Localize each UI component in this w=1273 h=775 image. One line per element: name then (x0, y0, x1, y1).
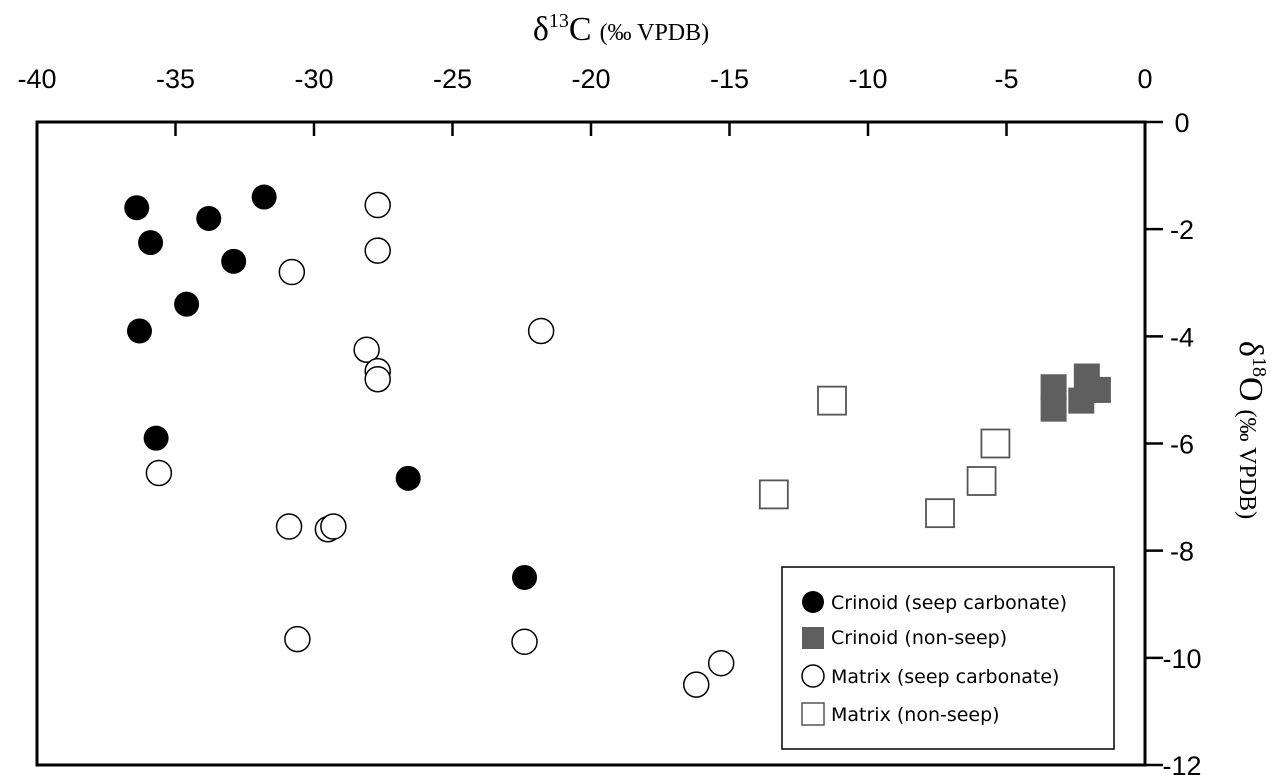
y-tick-label: -10 (1162, 644, 1201, 674)
x-tick-label: -15 (710, 64, 749, 94)
x-axis-title-unit: (‰ VPDB) (600, 20, 710, 46)
legend-label-crinoid-seep: Crinoid (seep carbonate) (831, 592, 1067, 614)
x-tick-label: -5 (994, 64, 1018, 94)
matrix-non-seep-point (966, 466, 997, 496)
x-axis-title: δ13C (‰ VPDB) (533, 10, 709, 48)
y-axis-title-prefix: δ (1232, 341, 1269, 357)
x-axis-ticks: -40 -35 -30 -25 -20 -15 -10 -5 0 (17, 64, 1153, 136)
crinoid-non-seep-point (1084, 376, 1111, 403)
x-tick-label: -40 (17, 64, 56, 94)
matrix-seep-point (527, 317, 555, 345)
y-tick-label: -2 (1170, 215, 1194, 245)
matrix-seep-point (145, 459, 173, 487)
y-tick-label: -6 (1170, 430, 1194, 460)
crinoid-seep-point (138, 230, 164, 256)
y-tick-label: 0 (1174, 108, 1189, 138)
legend-label-crinoid-non-seep: Crinoid (non-seep) (831, 627, 1007, 649)
matrix-non-seep-point (980, 428, 1011, 459)
matrix-seep-point (364, 237, 391, 264)
legend-marker-matrix-seep (801, 664, 825, 688)
x-tick-label: -10 (848, 64, 887, 94)
matrix-seep-point (284, 625, 311, 653)
x-tick-label: -20 (571, 64, 610, 94)
legend-marker-matrix-non-seep (801, 702, 825, 726)
crinoid-non-seep-point (1040, 395, 1067, 422)
matrix-seep-point (364, 365, 391, 393)
matrix-non-seep-point (817, 385, 847, 416)
matrix-seep-point (278, 258, 306, 286)
matrix-seep-point (364, 191, 391, 219)
matrix-non-seep-point (758, 479, 789, 510)
x-tick-label: -35 (156, 64, 195, 94)
matrix-seep-point (683, 671, 710, 698)
x-axis-title-sup: 13 (549, 10, 569, 32)
y-axis-ticks: 0 -2 -4 -6 -8 -10 -12 (1145, 108, 1202, 775)
crinoid-seep-point (143, 425, 169, 451)
crinoid-seep-point (126, 318, 152, 344)
crinoid-seep-point (221, 248, 247, 274)
y-axis-title: δ18O (‰ VPDB) (1232, 341, 1270, 519)
y-tick-label: -8 (1170, 537, 1194, 567)
y-tick-label: -4 (1170, 322, 1194, 352)
legend-marker-crinoid-seep (802, 591, 824, 613)
crinoid-seep-point (251, 184, 277, 210)
crinoid-seep-point (395, 465, 421, 491)
matrix-seep-point (353, 336, 380, 363)
y-tick-label: -12 (1162, 751, 1201, 775)
x-tick-label: -25 (433, 64, 472, 94)
crinoid-seep-point (512, 564, 538, 590)
x-axis-title-prefix: δ (533, 11, 549, 48)
matrix-seep-point (275, 513, 303, 540)
crinoid-seep-point (196, 205, 222, 231)
x-axis-title-element: C (569, 11, 592, 48)
matrix-seep-point (511, 628, 538, 656)
legend: Crinoid (seep carbonate) Crinoid (non-se… (781, 566, 1115, 750)
legend-box (781, 566, 1115, 750)
matrix-seep-point (707, 649, 735, 677)
crinoid-seep-point (174, 291, 200, 317)
x-tick-label: -30 (294, 64, 333, 94)
data-markers (124, 184, 1111, 698)
crinoid-seep-point (124, 195, 150, 221)
y-axis-title-element: O (1232, 377, 1269, 402)
y-axis-title-sup: 18 (1248, 357, 1270, 377)
matrix-seep-point (320, 513, 347, 540)
legend-label-matrix-non-seep: Matrix (non-seep) (831, 704, 1000, 726)
y-axis-title-unit: (‰ VPDB) (1234, 410, 1260, 520)
matrix-non-seep-point (925, 498, 955, 529)
x-tick-label: 0 (1137, 64, 1152, 94)
legend-marker-crinoid-non-seep (802, 627, 824, 649)
legend-label-matrix-seep: Matrix (seep carbonate) (831, 666, 1059, 688)
